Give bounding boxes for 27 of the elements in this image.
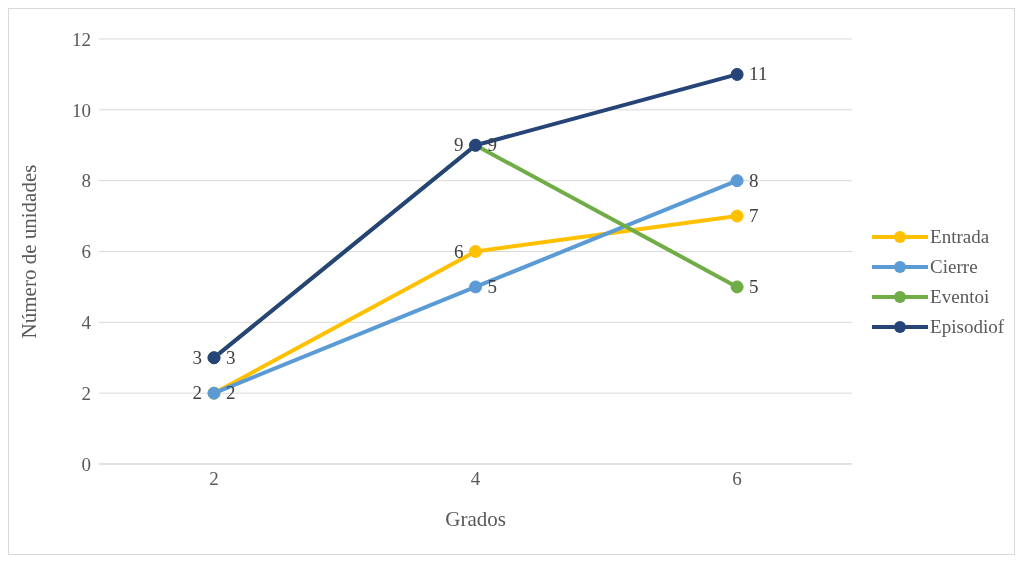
data-label: 5 <box>749 275 759 297</box>
data-label: 7 <box>749 205 759 227</box>
y-tick-label: 8 <box>81 170 91 192</box>
data-label: 5 <box>487 275 498 297</box>
data-label: 2 <box>192 382 202 404</box>
data-label: 3 <box>192 346 202 368</box>
legend-label: Eventoi <box>930 285 990 308</box>
data-label: 11 <box>749 63 768 85</box>
y-tick-label: 2 <box>81 382 91 404</box>
data-label: 2 <box>226 382 236 404</box>
y-tick-label: 4 <box>81 312 92 334</box>
y-tick-label: 10 <box>72 99 91 121</box>
data-label: 3 <box>226 346 236 368</box>
x-axis-title: Grados <box>445 507 506 531</box>
y-tick-label: 6 <box>81 241 91 263</box>
legend-label: Cierre <box>930 255 978 278</box>
x-tick-label: 2 <box>209 468 219 490</box>
legend-label: Entrada <box>930 225 990 248</box>
data-label: 8 <box>749 169 759 191</box>
y-axis-title: Número de unidades <box>17 164 42 339</box>
x-tick-label: 6 <box>732 468 742 490</box>
legend-label: Episodiof <box>930 315 1004 338</box>
x-tick-label: 4 <box>470 468 481 490</box>
data-label: 6 <box>454 240 464 262</box>
data-label: 9 <box>454 134 464 156</box>
y-tick-label: 12 <box>72 28 91 50</box>
y-tick-label: 0 <box>81 453 91 475</box>
